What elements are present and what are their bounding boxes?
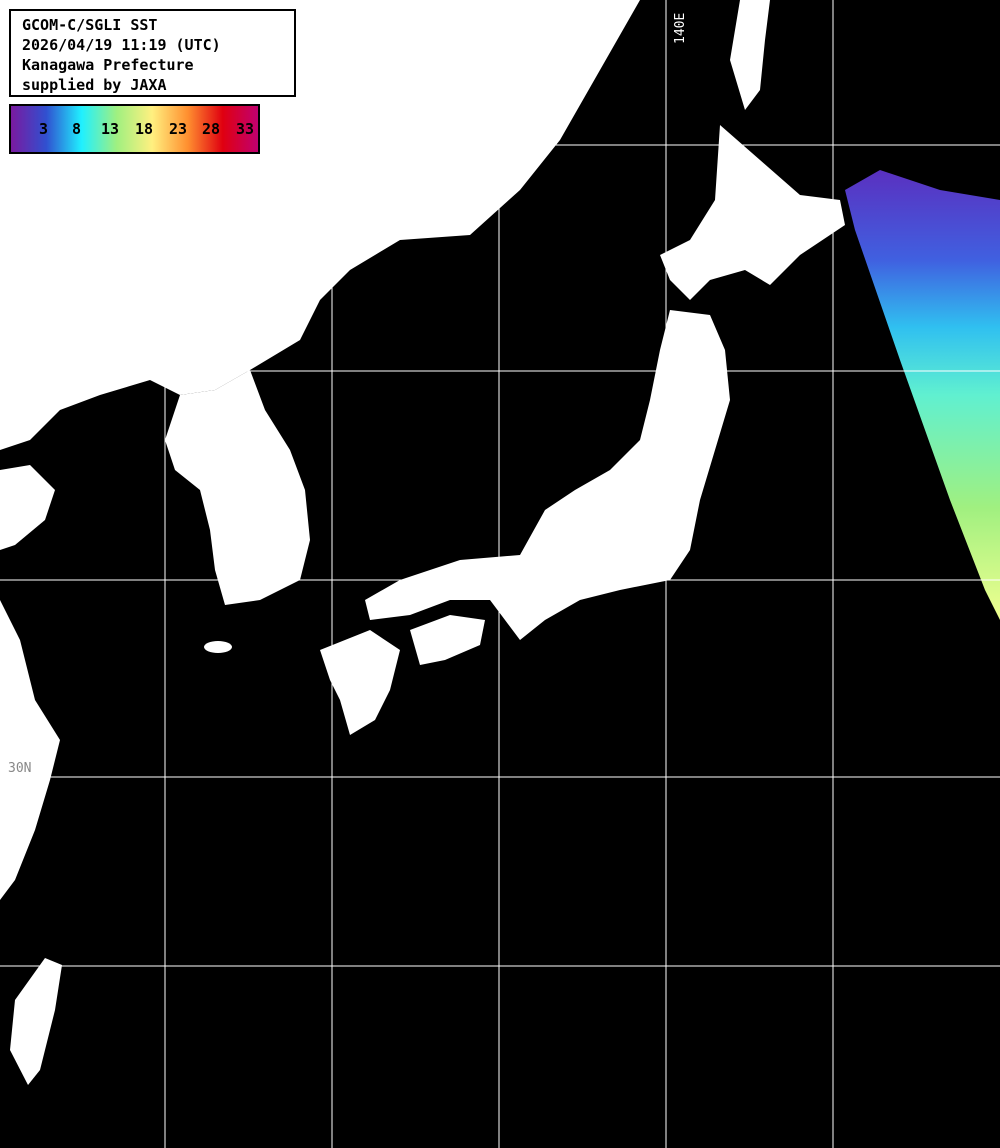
land-hokkaido — [660, 125, 845, 300]
land-kyushu — [320, 630, 400, 735]
land-shikoku — [410, 615, 485, 665]
colorbar-tick: 23 — [169, 120, 188, 138]
land-taiwan — [10, 958, 62, 1085]
lat-label-30n: 30N — [8, 761, 31, 776]
title: GCOM-C/SGLI SST — [22, 16, 158, 34]
colorbar-tick: 33 — [236, 120, 255, 138]
sst-swath — [845, 170, 1000, 620]
colorbar-tick: 3 — [39, 120, 49, 138]
info-box: GCOM-C/SGLI SST 2026/04/19 11:19 (UTC) K… — [9, 9, 296, 97]
land-jeju — [204, 641, 232, 653]
timestamp: 2026/04/19 11:19 (UTC) — [22, 36, 221, 54]
land-sakhalin — [730, 0, 770, 110]
lat-label-40n: 40N — [10, 355, 33, 370]
lon-label-140e: 140E — [673, 13, 688, 44]
colorbar-tick: 18 — [135, 120, 154, 138]
land-honshu — [365, 310, 730, 640]
land-korea — [165, 370, 310, 605]
region: Kanagawa Prefecture — [22, 56, 194, 74]
color-bar: 3 8 13 18 23 28 33 — [9, 104, 260, 154]
colorbar-tick: 28 — [202, 120, 221, 138]
colorbar-tick: 8 — [72, 120, 82, 138]
colorbar-tick: 13 — [101, 120, 120, 138]
land-china — [0, 465, 60, 900]
credit: supplied by JAXA — [22, 76, 167, 94]
